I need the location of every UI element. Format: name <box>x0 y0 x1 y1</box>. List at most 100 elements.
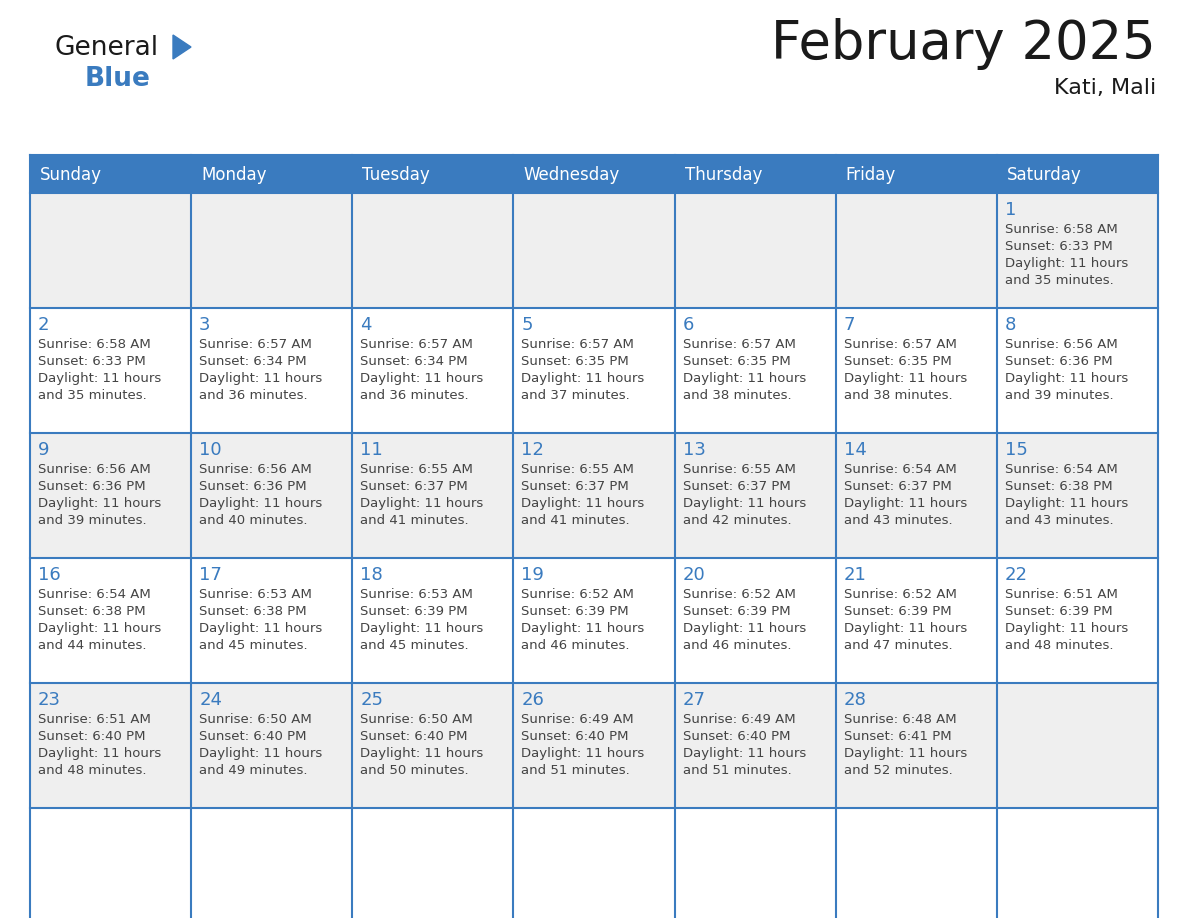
Text: Daylight: 11 hours: Daylight: 11 hours <box>1005 257 1129 270</box>
Bar <box>30 308 191 433</box>
Text: Wednesday: Wednesday <box>524 166 620 184</box>
Text: Kati, Mali: Kati, Mali <box>1054 78 1156 98</box>
Text: Sunset: 6:36 PM: Sunset: 6:36 PM <box>200 480 307 493</box>
Text: and 43 minutes.: and 43 minutes. <box>1005 514 1113 527</box>
Bar <box>191 193 353 308</box>
Bar <box>353 433 513 558</box>
Text: 10: 10 <box>200 441 222 459</box>
Text: Sunrise: 6:52 AM: Sunrise: 6:52 AM <box>843 588 956 601</box>
Text: Sunset: 6:39 PM: Sunset: 6:39 PM <box>360 605 468 618</box>
Text: Sunrise: 6:49 AM: Sunrise: 6:49 AM <box>522 713 634 726</box>
Text: Daylight: 11 hours: Daylight: 11 hours <box>683 622 805 635</box>
Bar <box>513 433 675 558</box>
Bar <box>997 193 1158 308</box>
Text: Sunrise: 6:58 AM: Sunrise: 6:58 AM <box>38 338 151 351</box>
Text: Monday: Monday <box>201 166 266 184</box>
Text: Daylight: 11 hours: Daylight: 11 hours <box>522 747 645 760</box>
Bar <box>353 558 513 683</box>
Text: and 37 minutes.: and 37 minutes. <box>522 389 630 402</box>
Text: and 42 minutes.: and 42 minutes. <box>683 514 791 527</box>
Text: and 46 minutes.: and 46 minutes. <box>522 639 630 652</box>
Text: Tuesday: Tuesday <box>362 166 430 184</box>
Bar <box>675 558 835 683</box>
Text: Daylight: 11 hours: Daylight: 11 hours <box>360 747 484 760</box>
Text: and 39 minutes.: and 39 minutes. <box>1005 389 1113 402</box>
Text: Sunrise: 6:49 AM: Sunrise: 6:49 AM <box>683 713 795 726</box>
Text: February 2025: February 2025 <box>771 18 1156 70</box>
Text: Daylight: 11 hours: Daylight: 11 hours <box>1005 622 1129 635</box>
Text: Sunset: 6:39 PM: Sunset: 6:39 PM <box>843 605 952 618</box>
Text: and 41 minutes.: and 41 minutes. <box>522 514 630 527</box>
Text: and 47 minutes.: and 47 minutes. <box>843 639 953 652</box>
Text: and 45 minutes.: and 45 minutes. <box>200 639 308 652</box>
Text: 17: 17 <box>200 566 222 584</box>
Text: Daylight: 11 hours: Daylight: 11 hours <box>38 497 162 510</box>
Text: Sunrise: 6:51 AM: Sunrise: 6:51 AM <box>38 713 151 726</box>
Text: 1: 1 <box>1005 201 1016 219</box>
Bar <box>835 683 997 808</box>
Bar <box>997 683 1158 808</box>
Text: 7: 7 <box>843 316 855 334</box>
Text: Friday: Friday <box>846 166 896 184</box>
Text: Daylight: 11 hours: Daylight: 11 hours <box>683 372 805 385</box>
Text: and 38 minutes.: and 38 minutes. <box>683 389 791 402</box>
Text: and 49 minutes.: and 49 minutes. <box>200 764 308 777</box>
Text: Sunset: 6:34 PM: Sunset: 6:34 PM <box>360 355 468 368</box>
Text: Sunrise: 6:54 AM: Sunrise: 6:54 AM <box>843 463 956 476</box>
Text: Sunrise: 6:57 AM: Sunrise: 6:57 AM <box>522 338 634 351</box>
Text: Daylight: 11 hours: Daylight: 11 hours <box>843 747 967 760</box>
Text: Sunrise: 6:51 AM: Sunrise: 6:51 AM <box>1005 588 1118 601</box>
Text: Daylight: 11 hours: Daylight: 11 hours <box>843 372 967 385</box>
Text: Sunrise: 6:56 AM: Sunrise: 6:56 AM <box>200 463 312 476</box>
Bar <box>835 155 997 193</box>
Bar <box>30 155 191 193</box>
Text: and 50 minutes.: and 50 minutes. <box>360 764 469 777</box>
Text: Daylight: 11 hours: Daylight: 11 hours <box>200 747 322 760</box>
Text: and 44 minutes.: and 44 minutes. <box>38 639 146 652</box>
Text: Daylight: 11 hours: Daylight: 11 hours <box>360 372 484 385</box>
Text: Sunset: 6:39 PM: Sunset: 6:39 PM <box>522 605 630 618</box>
Bar <box>997 558 1158 683</box>
Bar <box>513 558 675 683</box>
Text: Daylight: 11 hours: Daylight: 11 hours <box>843 622 967 635</box>
Text: Sunrise: 6:50 AM: Sunrise: 6:50 AM <box>200 713 312 726</box>
Bar <box>30 433 191 558</box>
Text: Sunset: 6:36 PM: Sunset: 6:36 PM <box>38 480 146 493</box>
Text: Sunset: 6:40 PM: Sunset: 6:40 PM <box>360 730 468 743</box>
Text: Sunrise: 6:55 AM: Sunrise: 6:55 AM <box>683 463 796 476</box>
Text: 14: 14 <box>843 441 866 459</box>
Text: 20: 20 <box>683 566 706 584</box>
Bar <box>675 308 835 433</box>
Bar <box>513 683 675 808</box>
Text: Sunset: 6:37 PM: Sunset: 6:37 PM <box>683 480 790 493</box>
Text: Sunrise: 6:56 AM: Sunrise: 6:56 AM <box>1005 338 1118 351</box>
Text: 6: 6 <box>683 316 694 334</box>
Text: 11: 11 <box>360 441 383 459</box>
Text: Sunset: 6:39 PM: Sunset: 6:39 PM <box>683 605 790 618</box>
Text: Sunrise: 6:57 AM: Sunrise: 6:57 AM <box>360 338 473 351</box>
Text: Sunrise: 6:52 AM: Sunrise: 6:52 AM <box>522 588 634 601</box>
Text: Sunrise: 6:52 AM: Sunrise: 6:52 AM <box>683 588 796 601</box>
Bar <box>30 683 191 808</box>
Bar <box>835 433 997 558</box>
Text: Daylight: 11 hours: Daylight: 11 hours <box>360 622 484 635</box>
Text: Sunset: 6:35 PM: Sunset: 6:35 PM <box>522 355 630 368</box>
Text: Sunset: 6:36 PM: Sunset: 6:36 PM <box>1005 355 1112 368</box>
Text: and 48 minutes.: and 48 minutes. <box>1005 639 1113 652</box>
Text: Sunset: 6:35 PM: Sunset: 6:35 PM <box>843 355 952 368</box>
Bar <box>675 433 835 558</box>
Bar <box>675 683 835 808</box>
Text: Sunrise: 6:50 AM: Sunrise: 6:50 AM <box>360 713 473 726</box>
Text: Sunset: 6:39 PM: Sunset: 6:39 PM <box>1005 605 1112 618</box>
Text: 2: 2 <box>38 316 50 334</box>
Text: and 51 minutes.: and 51 minutes. <box>683 764 791 777</box>
Text: and 52 minutes.: and 52 minutes. <box>843 764 953 777</box>
Text: Sunrise: 6:56 AM: Sunrise: 6:56 AM <box>38 463 151 476</box>
Text: 5: 5 <box>522 316 533 334</box>
Text: Sunrise: 6:57 AM: Sunrise: 6:57 AM <box>843 338 956 351</box>
Text: Sunset: 6:40 PM: Sunset: 6:40 PM <box>683 730 790 743</box>
Text: Daylight: 11 hours: Daylight: 11 hours <box>1005 497 1129 510</box>
Text: and 36 minutes.: and 36 minutes. <box>200 389 308 402</box>
Bar <box>30 193 191 308</box>
Text: and 43 minutes.: and 43 minutes. <box>843 514 953 527</box>
